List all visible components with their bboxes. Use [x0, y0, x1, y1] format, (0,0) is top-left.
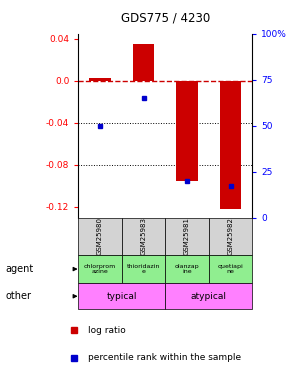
Bar: [165, 217, 209, 255]
Text: other: other: [6, 291, 32, 301]
Bar: [122, 217, 165, 255]
Bar: [209, 217, 252, 255]
Bar: [176, 81, 198, 181]
Text: typical: typical: [106, 292, 137, 301]
Text: GSM25982: GSM25982: [228, 217, 233, 255]
Text: chlorprom
azine: chlorprom azine: [84, 264, 116, 274]
Text: GSM25981: GSM25981: [184, 217, 190, 255]
Bar: [133, 44, 155, 81]
Bar: [78, 255, 122, 283]
Text: thioridazin
e: thioridazin e: [127, 264, 160, 274]
Bar: [122, 255, 165, 283]
Text: log ratio: log ratio: [88, 326, 126, 335]
Text: percentile rank within the sample: percentile rank within the sample: [88, 353, 241, 362]
Text: atypical: atypical: [191, 292, 227, 301]
Bar: [89, 78, 111, 81]
Bar: [165, 255, 209, 283]
Text: agent: agent: [6, 264, 34, 274]
Bar: [78, 283, 165, 309]
Text: quetiapi
ne: quetiapi ne: [218, 264, 243, 274]
Bar: [78, 217, 122, 255]
Text: GSM25980: GSM25980: [97, 217, 103, 255]
Text: GDS775 / 4230: GDS775 / 4230: [121, 11, 210, 24]
Text: GSM25983: GSM25983: [141, 217, 146, 255]
Bar: [209, 255, 252, 283]
Bar: [165, 283, 252, 309]
Bar: [220, 81, 241, 209]
Text: olanzap
ine: olanzap ine: [175, 264, 199, 274]
